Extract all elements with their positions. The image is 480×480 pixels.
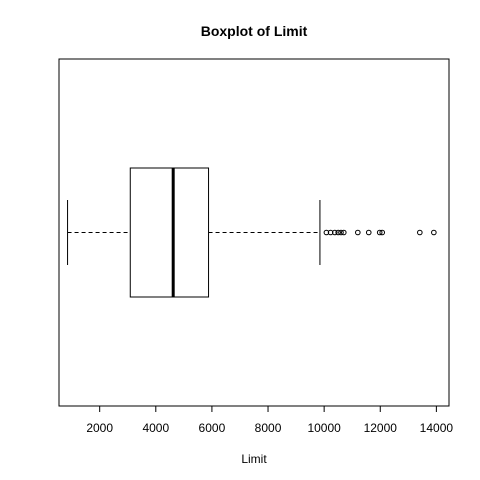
iqr-box xyxy=(129,167,210,298)
outlier-point xyxy=(355,229,361,236)
outlier-point xyxy=(376,229,383,236)
chart-title: Boxplot of Limit xyxy=(201,23,308,39)
x-tick-label: 14000 xyxy=(420,421,454,435)
x-tick-label: 10000 xyxy=(307,421,341,435)
x-tick-label: 8000 xyxy=(255,421,282,435)
x-tick-label: 4000 xyxy=(142,421,169,435)
x-axis: 2000 4000 6000 8000 10000 12000 14000 xyxy=(86,405,454,435)
plot-marks xyxy=(67,167,437,298)
outlier-point xyxy=(379,229,386,236)
x-tick-label: 6000 xyxy=(199,421,226,435)
x-axis-label: Limit xyxy=(241,452,267,466)
x-tick-label: 2000 xyxy=(86,421,113,435)
outlier-point xyxy=(417,229,423,236)
outlier-point xyxy=(335,229,341,236)
x-tick-label: 12000 xyxy=(364,421,398,435)
outlier-point xyxy=(338,229,344,236)
outlier-point xyxy=(365,229,372,236)
outlier-point xyxy=(340,229,347,236)
outlier-point xyxy=(431,229,437,236)
outlier-point xyxy=(332,229,338,236)
